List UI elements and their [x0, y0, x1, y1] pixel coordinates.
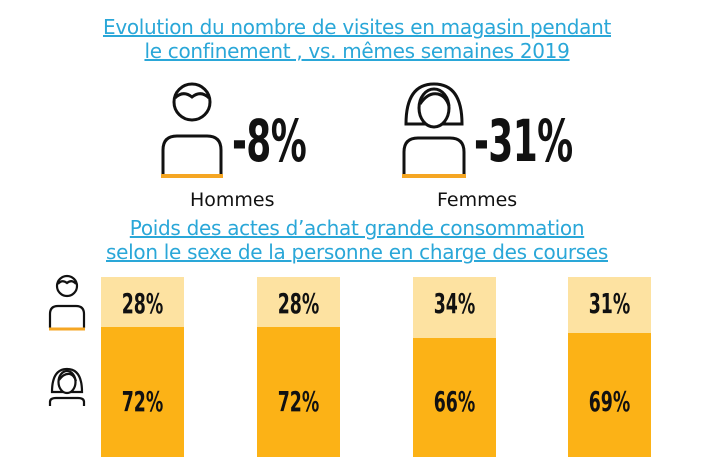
bar-segment-bottom: 72% — [257, 327, 340, 457]
bar-segment-top: 31% — [568, 277, 651, 333]
bar-label-top: 34% — [433, 287, 476, 320]
stacked-bar: 28% 72% — [101, 277, 184, 457]
man-legend-icon — [48, 274, 86, 331]
bar-label-bottom: 72% — [121, 384, 164, 418]
stacked-bar: 31% 69% — [568, 277, 651, 457]
chart-title: Evolution du nombre de visites en magasi… — [0, 15, 714, 63]
women-label: Femmes — [437, 189, 518, 211]
bar-segment-bottom: 69% — [568, 332, 651, 457]
bar-segment-top: 34% — [413, 277, 496, 339]
title-line-2: le confinement , vs. mêmes semaines 2019 — [144, 39, 570, 63]
woman-icon — [402, 82, 466, 178]
title-line-1: Evolution du nombre de visites en magasi… — [102, 15, 611, 39]
woman-legend-icon — [48, 367, 86, 406]
bar-segment-bottom: 66% — [413, 338, 496, 457]
subtitle-line-1: Poids des actes d’achat grande consommat… — [129, 216, 585, 240]
men-label: Hommes — [190, 189, 275, 211]
bar-segment-top: 28% — [101, 277, 184, 328]
bar-label-bottom: 66% — [433, 384, 476, 418]
bar-label-top: 28% — [121, 287, 164, 320]
bar-label-bottom: 69% — [588, 384, 631, 418]
men-value: -8% — [232, 107, 307, 175]
stacked-chart-title: Poids des actes d’achat grande consommat… — [0, 216, 714, 264]
stacked-bar: 34% 66% — [413, 277, 496, 457]
stacked-bar: 28% 72% — [257, 277, 340, 457]
subtitle-line-2: selon le sexe de la personne en charge d… — [106, 240, 608, 264]
women-value: -31% — [474, 107, 573, 175]
bar-label-top: 31% — [588, 287, 631, 320]
bar-segment-bottom: 72% — [101, 327, 184, 457]
bar-segment-top: 28% — [257, 277, 340, 328]
bar-label-top: 28% — [277, 287, 320, 320]
man-icon — [161, 82, 223, 178]
bar-label-bottom: 72% — [277, 384, 320, 418]
